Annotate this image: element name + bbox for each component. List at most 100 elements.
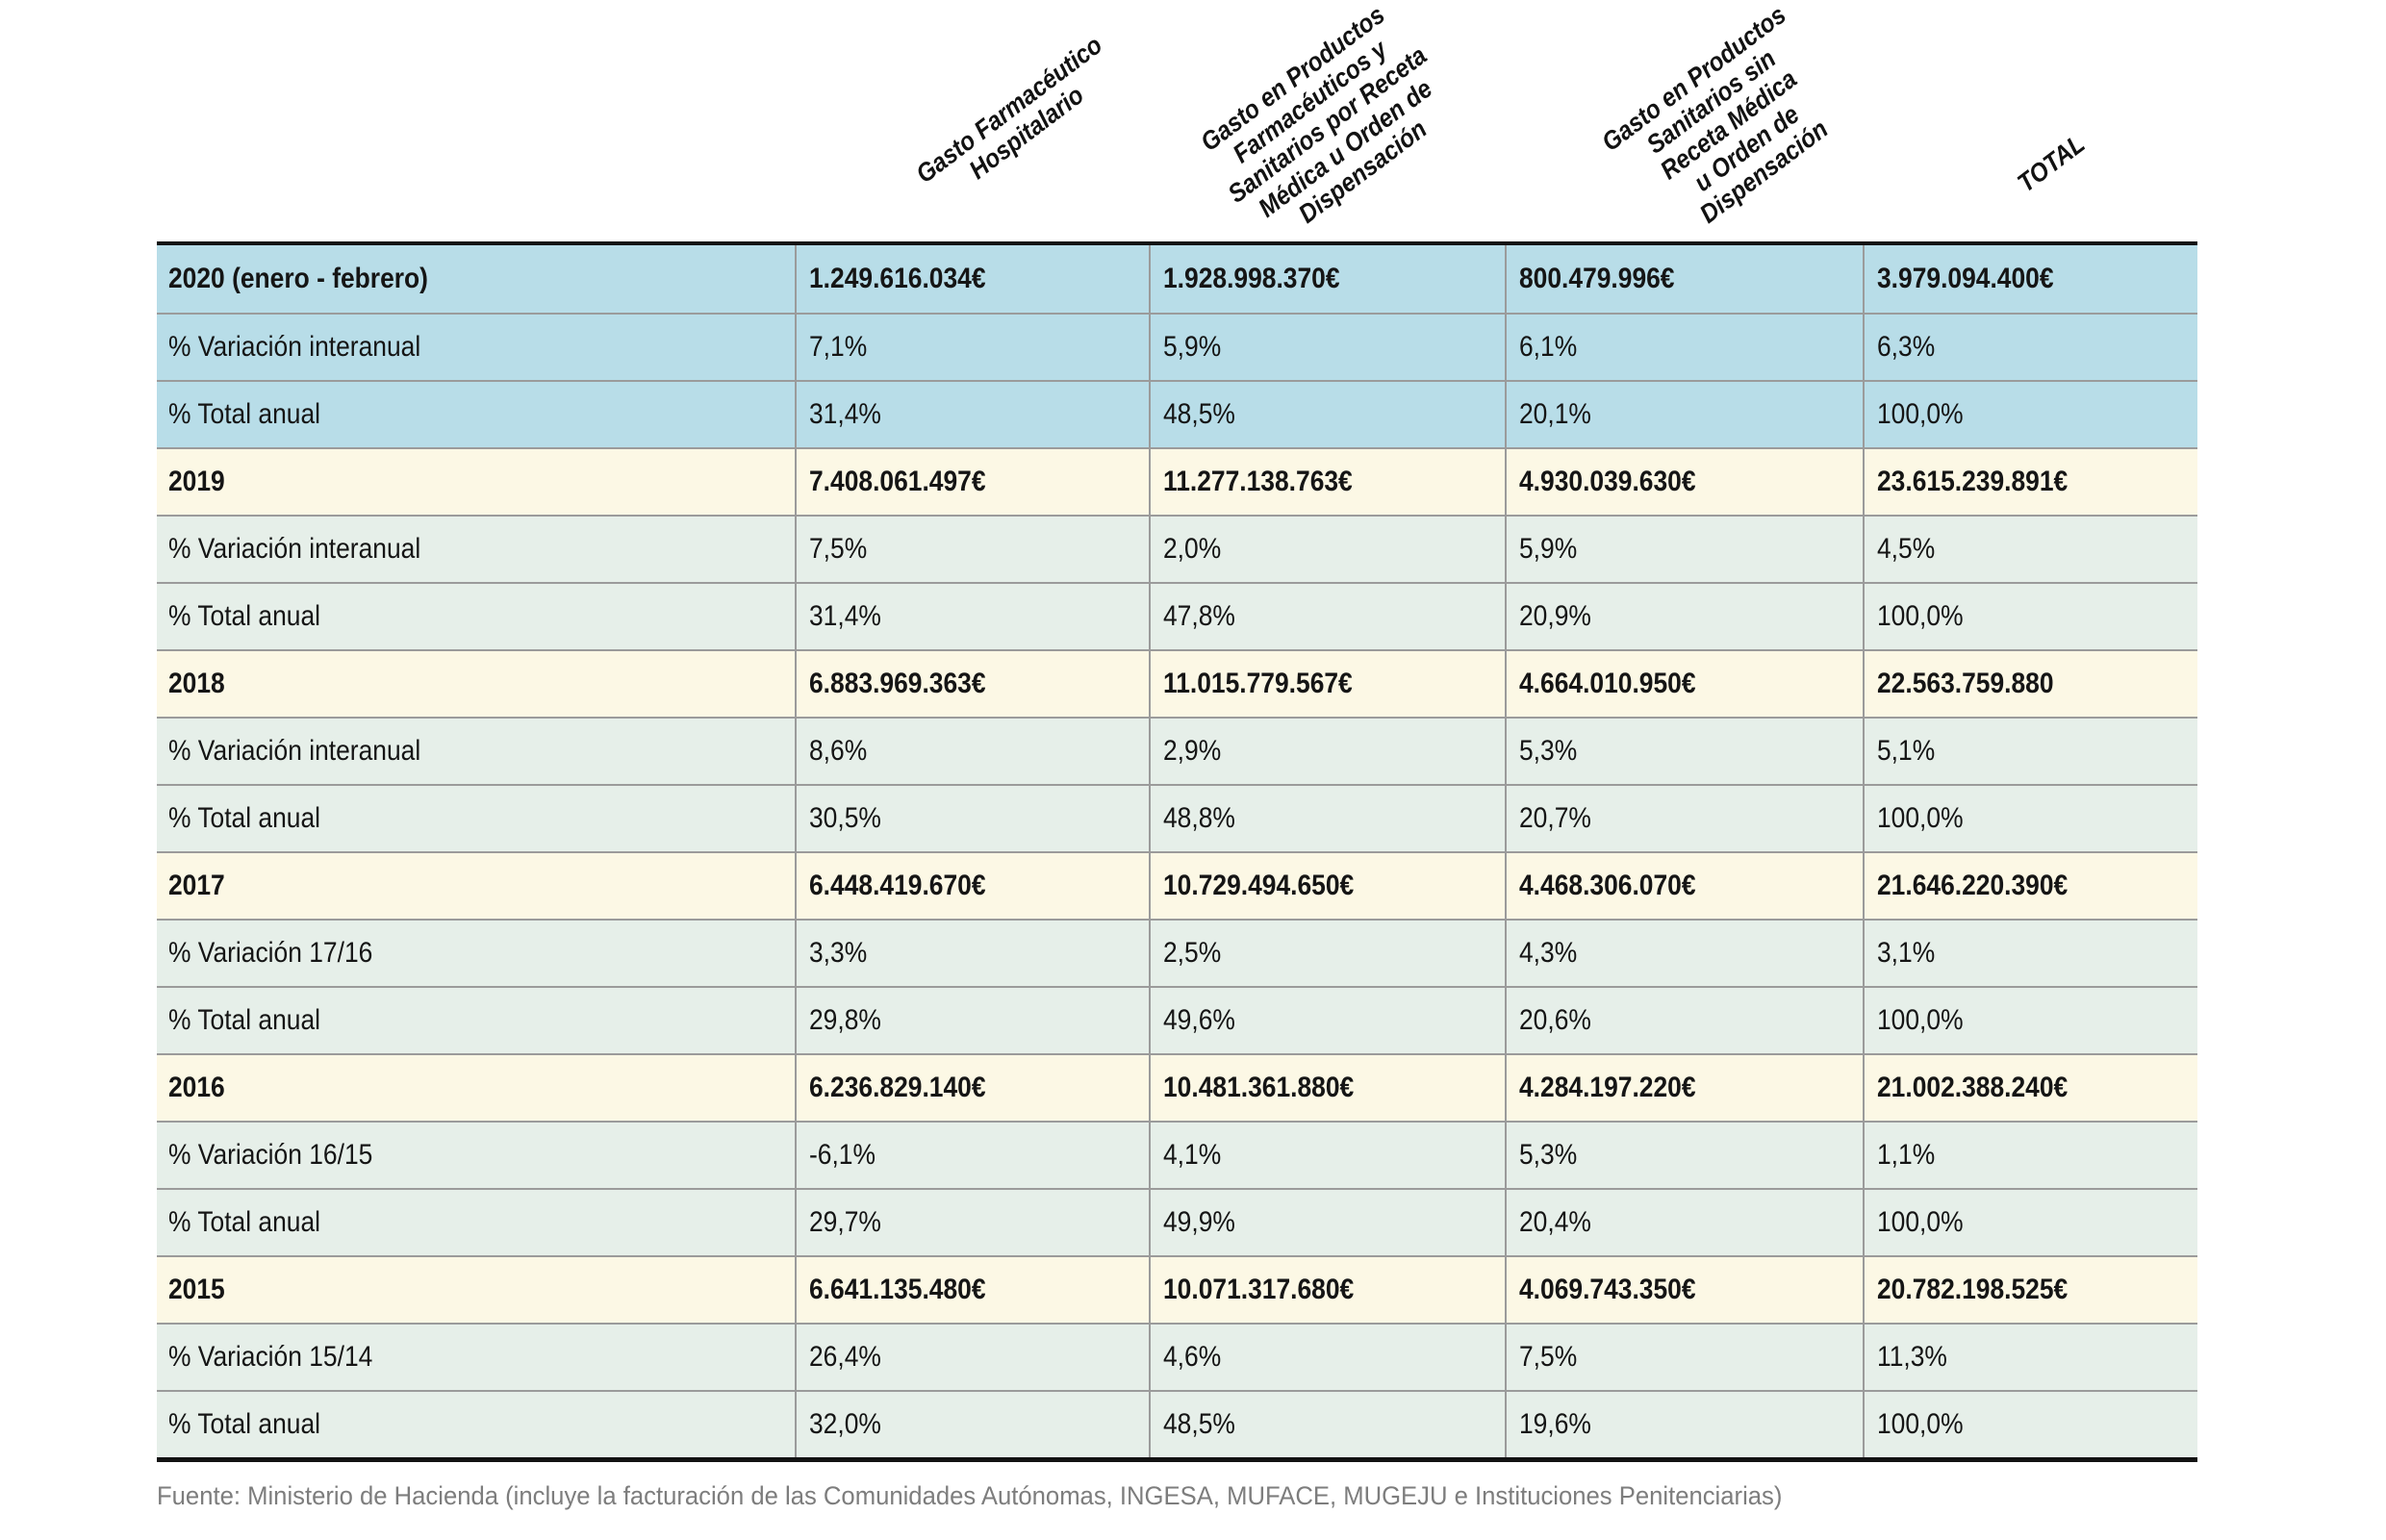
table-row: % Variación 17/16 3,3% 2,5% 4,3% 3,1% [157, 919, 2197, 986]
table-row: % Variación interanual 7,5% 2,0% 5,9% 4,5% [157, 515, 2197, 582]
value-cell: 4.069.743.350€ [1505, 1257, 1863, 1323]
value-cell: 21.646.220.390€ [1863, 853, 2197, 919]
value-text: 5,3% [1519, 1139, 1578, 1171]
value-cell: 48,5% [1149, 1392, 1505, 1457]
value-text: 4,1% [1163, 1139, 1222, 1171]
column-header-gasto-farmaceutico-hospitalario: Gasto Farmacéutico Hospitalario [901, 23, 1135, 220]
value-cell: 10.071.317.680€ [1149, 1257, 1505, 1323]
table-row: % Total anual 29,7% 49,9% 20,4% 100,0% [157, 1188, 2197, 1255]
value-text: 4.930.039.630€ [1519, 466, 1696, 497]
row-label-cell: % Total anual [157, 382, 795, 447]
value-cell: 32,0% [795, 1392, 1149, 1457]
value-cell: 4.930.039.630€ [1505, 449, 1863, 515]
value-text: 20.782.198.525€ [1877, 1274, 2069, 1305]
value-cell: 11.015.779.567€ [1149, 651, 1505, 717]
row-label-cell: % Total anual [157, 988, 795, 1053]
row-label-cell: % Total anual [157, 786, 795, 851]
value-text: 21.646.220.390€ [1877, 870, 2069, 901]
value-cell: 49,9% [1149, 1190, 1505, 1255]
value-text: 23.615.239.891€ [1877, 466, 2069, 497]
row-label: % Variación interanual [168, 331, 421, 363]
value-text: 4,3% [1519, 937, 1578, 969]
value-text: 6.448.419.670€ [809, 870, 986, 901]
value-text: 7,5% [1519, 1341, 1578, 1373]
value-cell: 11,3% [1863, 1325, 2197, 1390]
value-text: 11,3% [1877, 1341, 1947, 1373]
value-text: 6,3% [1877, 331, 1936, 363]
row-label: 2020 (enero - febrero) [168, 263, 428, 294]
value-text: 5,9% [1163, 331, 1222, 363]
value-text: 47,8% [1163, 600, 1235, 632]
value-text: 4.069.743.350€ [1519, 1274, 1696, 1305]
row-label-cell: % Total anual [157, 584, 795, 649]
value-cell: 10.481.361.880€ [1149, 1055, 1505, 1121]
value-cell: 4.664.010.950€ [1505, 651, 1863, 717]
column-header-text: Gasto en Productos Sanitarios sin Receta… [1596, 0, 1834, 229]
row-label-cell: % Variación interanual [157, 315, 795, 380]
row-label: % Total anual [168, 1206, 321, 1238]
value-text: 11.015.779.567€ [1163, 668, 1353, 699]
value-cell: 2,0% [1149, 517, 1505, 582]
value-cell: 6.883.969.363€ [795, 651, 1149, 717]
value-text: 3,3% [809, 937, 868, 969]
value-cell: 1.249.616.034€ [795, 245, 1149, 313]
source-note-text: Fuente: Ministerio de Hacienda (incluye … [157, 1481, 1783, 1510]
row-label: % Total anual [168, 1004, 321, 1036]
value-text: 6.641.135.480€ [809, 1274, 986, 1305]
value-cell: 7,5% [1505, 1325, 1863, 1390]
value-text: 3.979.094.400€ [1877, 263, 2054, 294]
table-row: 2019 7.408.061.497€ 11.277.138.763€ 4.930.0… [157, 447, 2197, 515]
value-text: 10.481.361.880€ [1163, 1072, 1355, 1103]
value-cell: 6,1% [1505, 315, 1863, 380]
value-cell: 4.468.306.070€ [1505, 853, 1863, 919]
value-text: 2,0% [1163, 533, 1222, 565]
column-header-text: Gasto Farmacéutico Hospitalario [910, 30, 1108, 189]
row-label-cell: % Variación 15/14 [157, 1325, 795, 1390]
value-cell: 19,6% [1505, 1392, 1863, 1457]
value-cell: 3,1% [1863, 921, 2197, 986]
value-text: 11.277.138.763€ [1163, 466, 1353, 497]
value-cell: 20,9% [1505, 584, 1863, 649]
value-text: 31,4% [809, 600, 881, 632]
expenditure-table: 2020 (enero - febrero) 1.249.616.034€ 1.92… [157, 241, 2197, 1462]
row-label-cell: % Variación 17/16 [157, 921, 795, 986]
value-cell: 4,6% [1149, 1325, 1505, 1390]
row-label-cell: % Variación interanual [157, 719, 795, 784]
value-cell: 29,8% [795, 988, 1149, 1053]
source-note: Fuente: Ministerio de Hacienda (incluye … [157, 1481, 1867, 1511]
value-cell: 23.615.239.891€ [1863, 449, 2197, 515]
value-cell: 2,9% [1149, 719, 1505, 784]
table-row: % Total anual 30,5% 48,8% 20,7% 100,0% [157, 784, 2197, 851]
row-label: % Total anual [168, 398, 321, 430]
row-label: 2016 [168, 1072, 225, 1103]
value-text: 10.071.317.680€ [1163, 1274, 1355, 1305]
value-text: 2,9% [1163, 735, 1222, 767]
value-text: 4.468.306.070€ [1519, 870, 1696, 901]
value-text: 100,0% [1877, 1004, 1964, 1036]
value-cell: 1.928.998.370€ [1149, 245, 1505, 313]
column-header-gasto-productos-sin-receta: Gasto en Productos Sanitarios sin Receta… [1586, 0, 1871, 258]
value-text: 20,4% [1519, 1206, 1591, 1238]
row-label: % Variación 16/15 [168, 1139, 373, 1171]
value-text: 3,1% [1877, 937, 1936, 969]
row-label: % Total anual [168, 600, 321, 632]
value-text: 100,0% [1877, 600, 1964, 632]
value-text: 49,9% [1163, 1206, 1235, 1238]
value-cell: 29,7% [795, 1190, 1149, 1255]
value-text: 1.249.616.034€ [809, 263, 986, 294]
table-row: % Total anual 29,8% 49,6% 20,6% 100,0% [157, 986, 2197, 1053]
table-row: % Variación 16/15 -6,1% 4,1% 5,3% 1,1% [157, 1121, 2197, 1188]
value-text: 100,0% [1877, 1206, 1964, 1238]
value-text: 100,0% [1877, 398, 1964, 430]
row-label-cell: % Total anual [157, 1392, 795, 1457]
value-cell: 1,1% [1863, 1123, 2197, 1188]
value-cell: 5,3% [1505, 719, 1863, 784]
value-cell: 3,3% [795, 921, 1149, 986]
value-cell: 31,4% [795, 584, 1149, 649]
value-cell: -6,1% [795, 1123, 1149, 1188]
row-label: % Variación interanual [168, 735, 421, 767]
row-label: % Variación interanual [168, 533, 421, 565]
year-label-cell: 2015 [157, 1257, 795, 1323]
value-cell: 100,0% [1863, 1392, 2197, 1457]
value-text: 2,5% [1163, 937, 1222, 969]
